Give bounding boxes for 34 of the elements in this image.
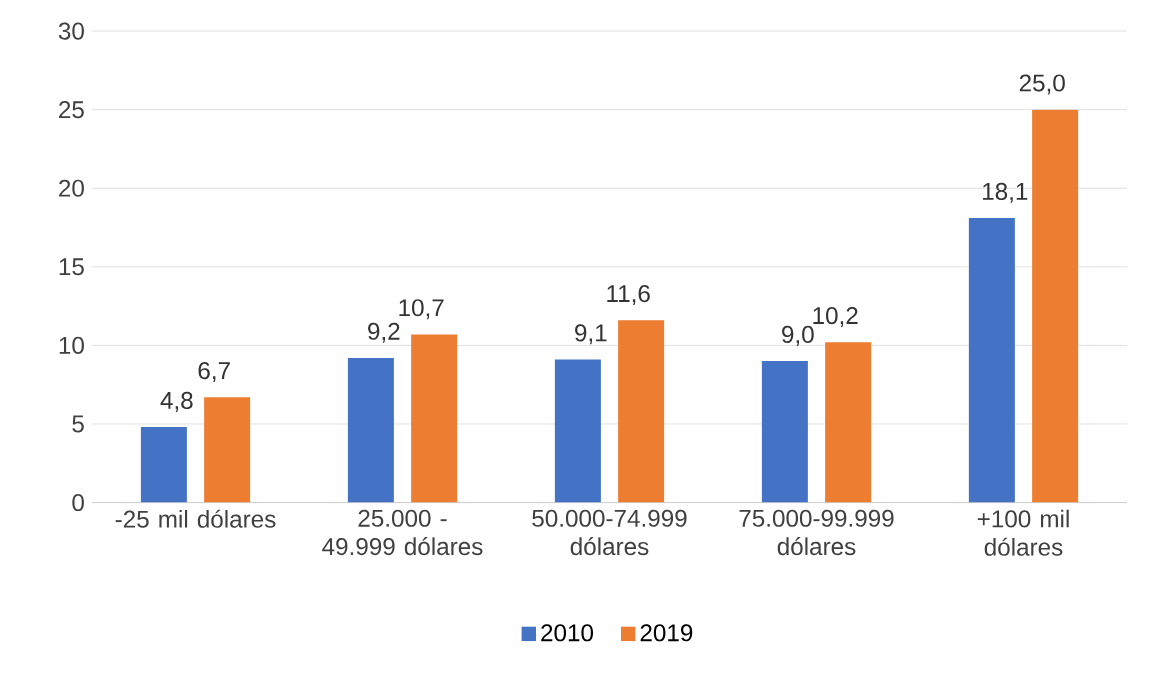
- legend-label: 2019: [640, 624, 693, 642]
- x-tick-label: +100 mil dólares: [977, 509, 1069, 556]
- y-tick-label: 10: [59, 336, 84, 354]
- x-tick-label: 75.000-99.999 dólares: [739, 509, 894, 556]
- bar: [347, 357, 394, 503]
- data-label: 18,1: [983, 182, 1028, 203]
- data-label: 9,2: [368, 322, 400, 343]
- y-tick-label: 30: [58, 22, 84, 40]
- y-tick-label: 5: [72, 415, 84, 433]
- data-label: 4,8: [160, 391, 193, 412]
- x-tick-label: -25 mil dólares: [115, 509, 276, 528]
- data-label: 11,6: [607, 284, 650, 306]
- legend-label: 2010: [541, 624, 594, 642]
- bar: [618, 320, 665, 503]
- bar: [761, 361, 808, 503]
- y-tick-label: 15: [59, 258, 84, 276]
- y-tick-label: 25: [59, 101, 84, 119]
- data-label: 9,0: [782, 325, 814, 346]
- bar: [411, 334, 458, 503]
- data-label: 6,7: [198, 361, 230, 383]
- data-label: 10,7: [399, 299, 444, 320]
- bar: [968, 218, 1015, 503]
- bar: [204, 397, 251, 503]
- data-label: 9,1: [575, 324, 607, 345]
- bar: [140, 427, 187, 503]
- y-tick-label: 0: [72, 493, 84, 512]
- x-tick-label: 50.000-74.999 dólares: [532, 509, 687, 556]
- bar: [825, 342, 872, 503]
- data-label: 10,2: [813, 306, 858, 328]
- bar: [1032, 109, 1079, 503]
- y-tick-label: 20: [59, 179, 84, 197]
- data-label: 25,0: [1019, 74, 1065, 95]
- x-tick-label: 25.000 - 49.999 dólares: [322, 509, 483, 556]
- bar: [554, 359, 601, 503]
